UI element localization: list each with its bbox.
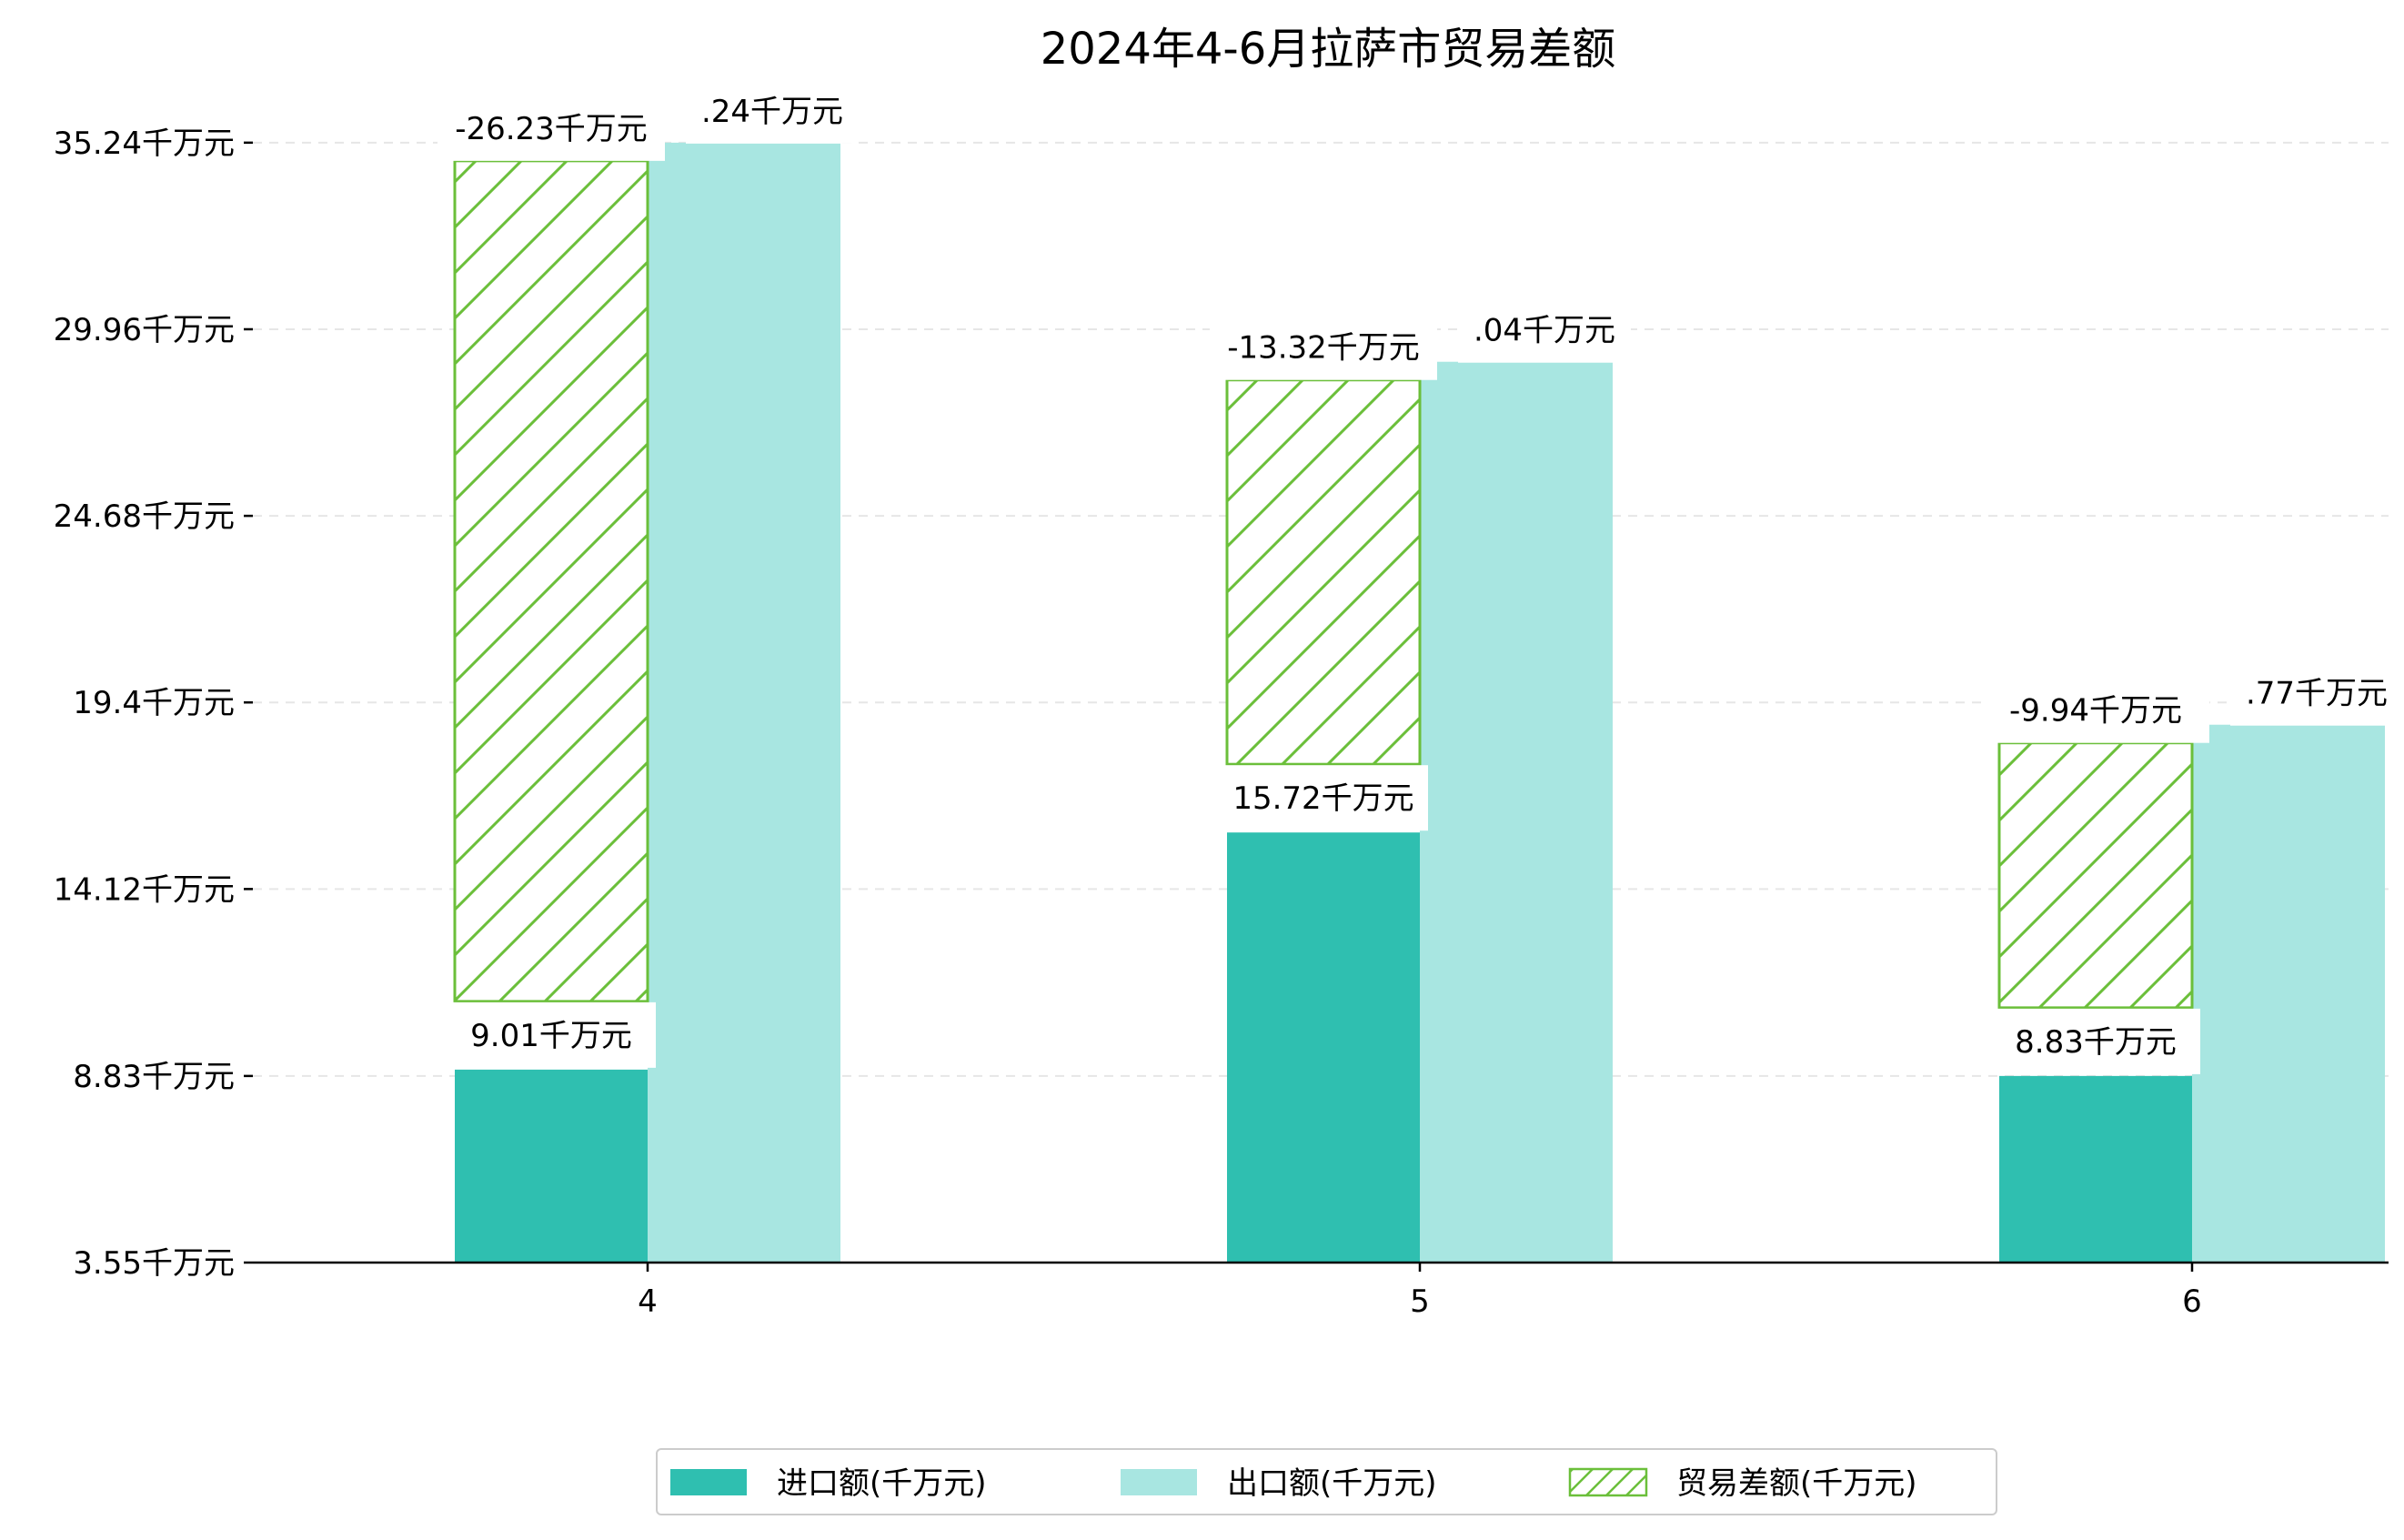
data-labels: .24千万元 9.01千万元 -26.23千万元 .04千万元 15.72千万元 -13.… — [438, 77, 2403, 1074]
import-bar — [1227, 832, 1420, 1263]
legend-label-export: 出口额(千万元) — [1227, 1465, 1437, 1502]
import-value-label: 9.01千万元 — [470, 1018, 632, 1054]
trade-balance-bar — [1225, 378, 1422, 766]
x-tick-label: 6 — [2182, 1283, 2202, 1320]
trade-balance-value-label-bg — [1210, 314, 1437, 380]
import-value-label: 15.72千万元 — [1232, 780, 1413, 817]
trade-balance-value-label: -13.32千万元 — [1227, 330, 1420, 367]
y-tick-label: 24.68千万元 — [54, 498, 235, 535]
y-tick-label: 8.83千万元 — [73, 1059, 235, 1095]
trade-balance-value-label: -26.23千万元 — [455, 111, 648, 147]
export-value-label-bg — [2230, 659, 2403, 726]
y-axis: 3.55千万元 8.83千万元 14.12千万元 19.4千万元 24.68千万元 29.… — [54, 126, 253, 1282]
import-bar — [455, 1069, 648, 1263]
export-bar — [648, 142, 840, 1263]
export-value-label: .04千万元 — [1474, 313, 1615, 349]
legend-swatch-export — [1121, 1469, 1197, 1495]
y-tick-label: 29.96千万元 — [54, 312, 235, 348]
trade-balance-bar — [1997, 741, 2194, 1010]
chart-title: 2024年4-6月拉萨市贸易差额 — [1041, 24, 1616, 75]
y-tick-label: 19.4千万元 — [73, 685, 235, 721]
export-value-label: .24千万元 — [701, 94, 843, 130]
x-axis: 4 5 6 — [638, 1263, 2202, 1320]
import-value-label-bg — [1991, 1008, 2200, 1074]
export-value-label-bg — [1458, 297, 1631, 363]
export-value-label-bg — [686, 77, 859, 144]
trade-balance-value-label-bg — [1982, 677, 2209, 743]
export-bar — [1420, 361, 1613, 1263]
export-bar — [2192, 724, 2385, 1263]
import-bar — [1999, 1075, 2192, 1263]
import-value-label-bg — [447, 1002, 656, 1068]
y-tick-label: 3.55千万元 — [73, 1245, 235, 1282]
legend-swatch-balance — [1568, 1467, 1648, 1497]
trade-balance-value-label: -9.94千万元 — [2009, 693, 2182, 730]
y-tick-label: 35.24千万元 — [54, 126, 235, 162]
x-tick-label: 4 — [638, 1283, 658, 1320]
legend-label-balance: 贸易差额(千万元) — [1676, 1465, 1917, 1502]
export-value-label: .77千万元 — [2246, 676, 2388, 712]
import-value-label: 8.83千万元 — [2015, 1024, 2177, 1061]
x-tick-label: 5 — [1410, 1283, 1430, 1320]
legend-frame — [656, 1448, 1997, 1515]
trade-balance-bar — [453, 159, 649, 1003]
import-value-label-bg — [1219, 765, 1428, 831]
legend-swatch-import — [670, 1469, 747, 1495]
legend: 进口额(千万元) 出口额(千万元) 贸易差额(千万元) — [656, 1448, 1997, 1515]
y-tick-label: 14.12千万元 — [54, 871, 235, 908]
trade-balance-value-label-bg — [438, 95, 665, 161]
legend-label-import: 进口额(千万元) — [777, 1465, 987, 1502]
bars — [453, 142, 2385, 1263]
